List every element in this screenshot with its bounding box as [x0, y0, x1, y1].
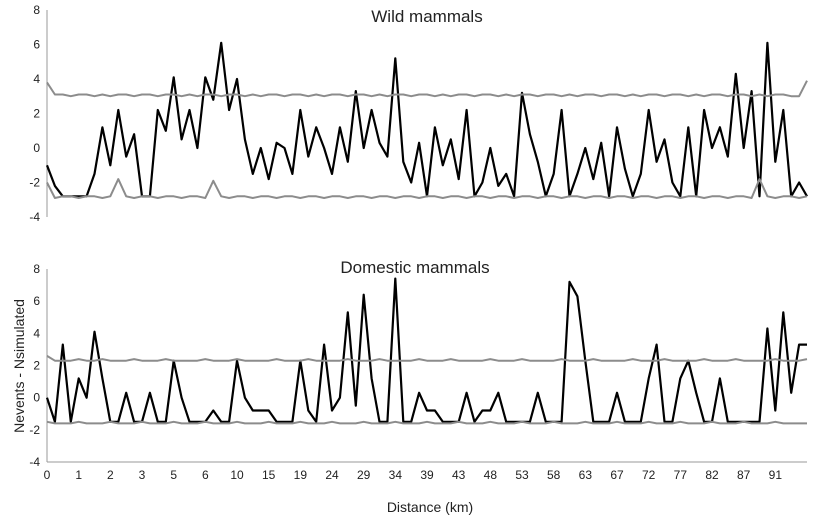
domestic-upper-bound-line [46, 355, 808, 362]
domestic-y-tick-label: 8 [33, 262, 40, 276]
wild-lower-bound-line [46, 178, 808, 199]
wild-observed-series-line [45, 41, 808, 198]
wild-y-tick-label: 6 [33, 38, 40, 52]
domestic-x-tick-label: 3 [139, 468, 146, 482]
domestic-y-tick-label: 4 [33, 326, 40, 340]
domestic-x-tick-label: 0 [44, 468, 51, 482]
wild-y-tick-label: 2 [33, 107, 40, 121]
domestic-y-tick-label: 0 [33, 391, 40, 405]
domestic-x-tick-label: 10 [230, 468, 244, 482]
domestic-x-tick-label: 91 [769, 468, 783, 482]
domestic-y-tick-label: 6 [33, 294, 40, 308]
domestic-x-tick-label: 29 [357, 468, 371, 482]
domestic-y-tick-label: -2 [29, 423, 40, 437]
domestic-x-tick-label: 72 [642, 468, 656, 482]
domestic-x-tick-label: 82 [705, 468, 719, 482]
domestic-mammals-title: Domestic mammals [340, 258, 489, 277]
wild-mammals-title: Wild mammals [371, 7, 482, 26]
wild-y-tick-label: -2 [29, 176, 40, 190]
wild-y-tick-label: -4 [29, 210, 40, 224]
domestic-x-tick-label: 53 [515, 468, 529, 482]
domestic-x-tick-label: 6 [202, 468, 209, 482]
domestic-x-tick-label: 24 [325, 468, 339, 482]
domestic-x-tick-label: 63 [579, 468, 593, 482]
domestic-x-tick-label: 77 [674, 468, 688, 482]
domestic-x-tick-label: 19 [294, 468, 308, 482]
wild-mammals-panel: Wild mammals -4 -2 0 2 4 6 8 [29, 3, 808, 224]
x-axis-title: Distance (km) [387, 499, 473, 515]
domestic-x-tick-label: 5 [170, 468, 177, 482]
wild-y-tick-label: 0 [33, 141, 40, 155]
domestic-x-tick-label: 48 [484, 468, 498, 482]
domestic-x-tick-label: 87 [737, 468, 751, 482]
domestic-y-tick-label: 2 [33, 359, 40, 373]
domestic-y-tick-label: -4 [29, 455, 40, 469]
wild-y-tick-label: 8 [33, 3, 40, 17]
domestic-x-tick-label: 67 [610, 468, 624, 482]
domestic-x-tick-label: 34 [389, 468, 403, 482]
domestic-observed-series-line [45, 277, 807, 423]
domestic-x-tick-label: 39 [420, 468, 434, 482]
domestic-x-tick-label: 43 [452, 468, 466, 482]
domestic-x-tick-label: 58 [547, 468, 561, 482]
domestic-x-tick-label: 1 [75, 468, 82, 482]
domestic-x-tick-label: 2 [107, 468, 114, 482]
wild-upper-bound-line [46, 80, 808, 98]
domestic-lower-bound-line [46, 420, 807, 425]
y-axis-title: Nevents - Nsimulated [11, 299, 27, 433]
domestic-x-tick-label: 15 [262, 468, 276, 482]
wild-y-tick-label: 4 [33, 72, 40, 86]
